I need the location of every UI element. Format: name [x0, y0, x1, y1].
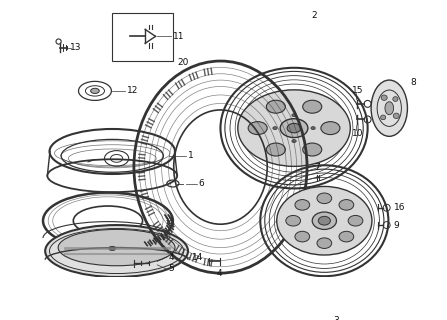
Text: 4: 4 [169, 252, 174, 261]
Ellipse shape [266, 100, 285, 113]
Text: 8: 8 [410, 78, 416, 87]
Text: 15: 15 [352, 85, 363, 94]
Ellipse shape [348, 215, 363, 226]
Ellipse shape [292, 140, 296, 142]
Text: 10: 10 [352, 129, 363, 138]
Ellipse shape [295, 231, 310, 242]
Ellipse shape [312, 212, 337, 229]
Ellipse shape [238, 90, 350, 166]
Ellipse shape [109, 246, 116, 251]
Ellipse shape [385, 102, 394, 115]
Text: 13: 13 [70, 43, 81, 52]
Ellipse shape [287, 124, 301, 133]
Ellipse shape [371, 80, 408, 136]
Ellipse shape [393, 113, 399, 119]
Ellipse shape [393, 97, 398, 101]
Bar [112, 13, 173, 60]
Ellipse shape [339, 200, 354, 210]
Ellipse shape [303, 143, 322, 156]
Ellipse shape [286, 215, 300, 226]
Text: 6: 6 [199, 179, 205, 188]
Text: 7: 7 [314, 163, 320, 172]
Ellipse shape [339, 231, 354, 242]
Text: 2: 2 [312, 11, 317, 20]
Ellipse shape [91, 88, 99, 93]
Ellipse shape [45, 225, 188, 277]
Text: 14: 14 [192, 253, 203, 262]
Ellipse shape [303, 100, 322, 113]
Text: 9: 9 [394, 220, 399, 229]
Text: 5: 5 [169, 264, 174, 273]
Ellipse shape [311, 127, 315, 130]
Ellipse shape [318, 216, 330, 225]
Ellipse shape [292, 114, 296, 116]
Ellipse shape [380, 115, 386, 120]
Text: 12: 12 [127, 86, 139, 95]
Ellipse shape [321, 122, 340, 135]
Ellipse shape [58, 229, 175, 266]
Ellipse shape [277, 187, 372, 255]
Ellipse shape [317, 193, 332, 204]
Ellipse shape [273, 127, 277, 130]
Text: 11: 11 [173, 32, 184, 41]
Ellipse shape [266, 143, 285, 156]
Ellipse shape [295, 200, 310, 210]
Text: 1: 1 [188, 151, 193, 160]
Ellipse shape [317, 238, 332, 248]
Ellipse shape [151, 261, 155, 265]
Text: 20: 20 [177, 58, 189, 67]
Text: 16: 16 [394, 203, 405, 212]
Text: 3: 3 [333, 316, 339, 320]
Ellipse shape [381, 95, 387, 100]
Text: 4: 4 [216, 269, 222, 278]
Ellipse shape [280, 119, 308, 138]
Ellipse shape [248, 122, 267, 135]
